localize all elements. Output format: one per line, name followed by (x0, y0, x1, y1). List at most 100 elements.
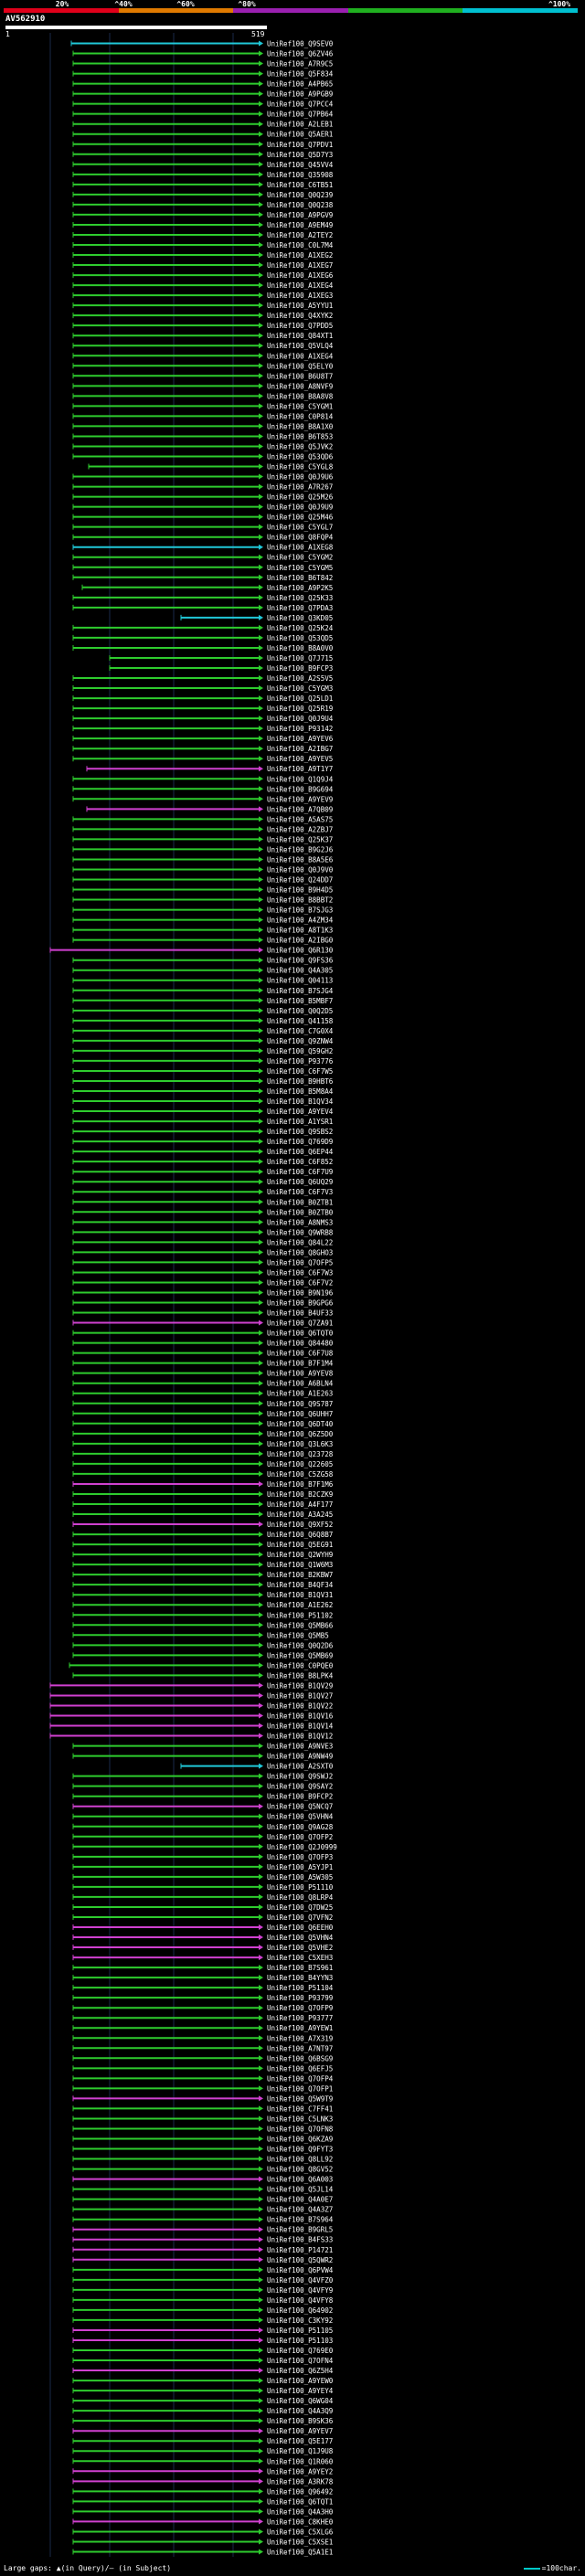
hit-label[interactable]: UniRef100_Q59GH2 (267, 1047, 333, 1055)
hit-row[interactable]: UniRef100_Q84480 (72, 1340, 334, 1348)
hit-row[interactable]: UniRef100_C6F7V3 (72, 1188, 333, 1196)
hit-label[interactable]: UniRef100_Q23728 (267, 1450, 334, 1458)
hit-label[interactable]: UniRef100_A1E263 (267, 1390, 333, 1398)
hit-row[interactable]: UniRef100_A8NVF9 (72, 382, 333, 390)
hit-row[interactable]: UniRef100_A9YEY2 (72, 2467, 333, 2475)
hit-label[interactable]: UniRef100_Q5F834 (267, 70, 334, 79)
hit-label[interactable]: UniRef100_Q6UQ29 (267, 1178, 333, 1186)
hit-row[interactable]: UniRef100_B1QV14 (49, 1723, 334, 1731)
hit-row[interactable]: UniRef100_C0P814 (72, 412, 334, 420)
hit-row[interactable]: UniRef100_C6F852 (72, 1158, 333, 1166)
hit-label[interactable]: UniRef100_B4UF33 (267, 1309, 333, 1318)
hit-row[interactable]: UniRef100_Q7OFP3 (72, 1853, 333, 1861)
hit-row[interactable]: UniRef100_Q4A3H0 (72, 2507, 334, 2516)
hit-row[interactable]: UniRef100_Q6R130 (49, 947, 334, 955)
hit-row[interactable]: UniRef100_B8A5E6 (72, 855, 334, 864)
hit-row[interactable]: UniRef100_C5YGL7 (72, 524, 333, 532)
hit-label[interactable]: UniRef100_A9YEV7 (267, 2427, 333, 2435)
hit-row[interactable]: UniRef100_Q6TQT1 (72, 2497, 333, 2506)
hit-row[interactable]: UniRef100_A8NMS3 (72, 1218, 333, 1226)
hit-row[interactable]: UniRef100_Q25M26 (72, 493, 334, 502)
hit-row[interactable]: UniRef100_B8A8V8 (72, 392, 334, 400)
hit-label[interactable]: UniRef100_Q7PCC4 (267, 101, 334, 109)
hit-row[interactable]: UniRef100_Q84XT1 (72, 332, 333, 340)
hit-label[interactable]: UniRef100_Q25K37 (267, 835, 333, 843)
hit-row[interactable]: UniRef100_A5W305 (72, 1873, 333, 1882)
hit-row[interactable]: UniRef100_B9GRL5 (72, 2226, 333, 2234)
hit-label[interactable]: UniRef100_A9YEV6 (267, 735, 334, 743)
hit-row[interactable]: UniRef100_Q7J715 (109, 654, 333, 663)
hit-row[interactable]: UniRef100_Q5W9T9 (72, 2094, 333, 2103)
hit-row[interactable]: UniRef100_Q23728 (72, 1450, 334, 1458)
hit-row[interactable]: UniRef100_Q9FYT3 (72, 2146, 333, 2154)
hit-row[interactable]: UniRef100_A7NT97 (72, 2044, 333, 2052)
hit-row[interactable]: UniRef100_B9SK36 (72, 2417, 334, 2425)
hit-label[interactable]: UniRef100_Q9FS36 (267, 957, 334, 965)
hit-row[interactable]: UniRef100_Q4A0E7 (72, 2196, 333, 2204)
hit-label[interactable]: UniRef100_B9GPG6 (267, 1299, 334, 1308)
hit-label[interactable]: UniRef100_Q6R130 (267, 947, 334, 955)
hit-label[interactable]: UniRef100_A2IBG7 (267, 745, 333, 753)
hit-label[interactable]: UniRef100_Q9XF52 (267, 1521, 333, 1529)
hit-row[interactable]: UniRef100_A9NVE3 (72, 1743, 333, 1751)
hit-row[interactable]: UniRef100_P93777 (72, 2014, 333, 2022)
hit-row[interactable]: UniRef100_Q6Z5D0 (72, 1430, 334, 1438)
hit-row[interactable]: UniRef100_A5YYU1 (72, 302, 333, 310)
hit-label[interactable]: UniRef100_Q9S787 (267, 1400, 333, 1408)
hit-label[interactable]: UniRef100_B1QV29 (267, 1681, 333, 1690)
hit-row[interactable]: UniRef100_Q6EP44 (72, 1148, 334, 1156)
hit-row[interactable]: UniRef100_Q3KD05 (180, 614, 333, 622)
hit-label[interactable]: UniRef100_B7F1M4 (267, 1360, 334, 1368)
hit-label[interactable]: UniRef100_Q7OFN4 (267, 2357, 334, 2365)
hit-label[interactable]: UniRef100_P51103 (267, 2337, 333, 2345)
hit-row[interactable]: UniRef100_Q0J9U6 (72, 473, 334, 482)
hit-label[interactable]: UniRef100_Q5JL14 (267, 2186, 334, 2194)
hit-label[interactable]: UniRef100_Q64902 (267, 2306, 333, 2315)
hit-row[interactable]: UniRef100_A1E263 (72, 1390, 333, 1398)
hit-label[interactable]: UniRef100_Q6DT40 (267, 1420, 334, 1428)
hit-label[interactable]: UniRef100_B2KBW7 (267, 1571, 333, 1579)
hit-label[interactable]: UniRef100_B9G694 (267, 785, 334, 793)
hit-row[interactable]: UniRef100_Q6UHH7 (72, 1410, 333, 1418)
hit-row[interactable]: UniRef100_Q22605 (72, 1460, 333, 1468)
hit-label[interactable]: UniRef100_A5YJP1 (267, 1863, 333, 1871)
hit-label[interactable]: UniRef100_Q4A3Z7 (267, 2206, 333, 2214)
hit-label[interactable]: UniRef100_Q2WYH9 (267, 1551, 333, 1559)
hit-label[interactable]: UniRef100_B0ZTB0 (267, 1208, 334, 1216)
hit-label[interactable]: UniRef100_Q5A1E1 (267, 2548, 333, 2556)
hit-row[interactable]: UniRef100_Q6TQT0 (72, 1330, 334, 1338)
hit-row[interactable]: UniRef100_A9YEV6 (72, 735, 334, 743)
hit-row[interactable]: UniRef100_Q7OFN4 (72, 2357, 334, 2365)
hit-label[interactable]: UniRef100_B2CZK9 (267, 1490, 333, 1499)
hit-row[interactable]: UniRef100_Q53QD6 (72, 452, 334, 461)
hit-label[interactable]: UniRef100_P93799 (267, 1994, 333, 2002)
hit-label[interactable]: UniRef100_B8LPK4 (267, 1671, 334, 1680)
hit-label[interactable]: UniRef100_P51110 (267, 1883, 334, 1892)
hit-label[interactable]: UniRef100_A1XEG8 (267, 544, 334, 552)
hit-label[interactable]: UniRef100_A8NVF9 (267, 382, 333, 390)
hit-row[interactable]: UniRef100_B9N196 (72, 1288, 334, 1297)
hit-label[interactable]: UniRef100_C0P814 (267, 412, 334, 420)
hit-label[interactable]: UniRef100_P93777 (267, 2014, 333, 2022)
hit-label[interactable]: UniRef100_B1QV12 (267, 1733, 333, 1741)
hit-label[interactable]: UniRef100_Q9SWJ2 (267, 1773, 333, 1781)
hit-label[interactable]: UniRef100_A2ZBJ7 (267, 825, 333, 833)
hit-row[interactable]: UniRef100_Q5JL14 (72, 2186, 334, 2194)
hit-row[interactable]: UniRef100_Q7OFP9 (72, 2004, 333, 2012)
hit-label[interactable]: UniRef100_Q1J9U8 (267, 2447, 334, 2455)
hit-row[interactable]: UniRef100_P93799 (72, 1994, 333, 2002)
hit-label[interactable]: UniRef100_C6F7U8 (267, 1350, 334, 1358)
hit-label[interactable]: UniRef100_Q22605 (267, 1460, 333, 1468)
hit-row[interactable]: UniRef100_A3A245 (72, 1511, 333, 1519)
hit-label[interactable]: UniRef100_Q7PDD5 (267, 322, 333, 330)
hit-row[interactable]: UniRef100_B1QV31 (72, 1591, 333, 1599)
hit-label[interactable]: UniRef100_A9PGB9 (267, 90, 333, 99)
hit-row[interactable]: UniRef100_Q8LRP4 (72, 1893, 334, 1902)
hit-label[interactable]: UniRef100_Q24DD7 (267, 876, 333, 885)
hit-row[interactable]: UniRef100_Q7ZA91 (72, 1320, 333, 1328)
hit-row[interactable]: UniRef100_Q5NCQ7 (72, 1803, 333, 1811)
hit-label[interactable]: UniRef100_A4ZM34 (267, 917, 334, 925)
hit-label[interactable]: UniRef100_Q53QD5 (267, 634, 333, 642)
hit-label[interactable]: UniRef100_C6F7V3 (267, 1188, 333, 1196)
hit-label[interactable]: UniRef100_Q5VLQ4 (267, 342, 334, 350)
